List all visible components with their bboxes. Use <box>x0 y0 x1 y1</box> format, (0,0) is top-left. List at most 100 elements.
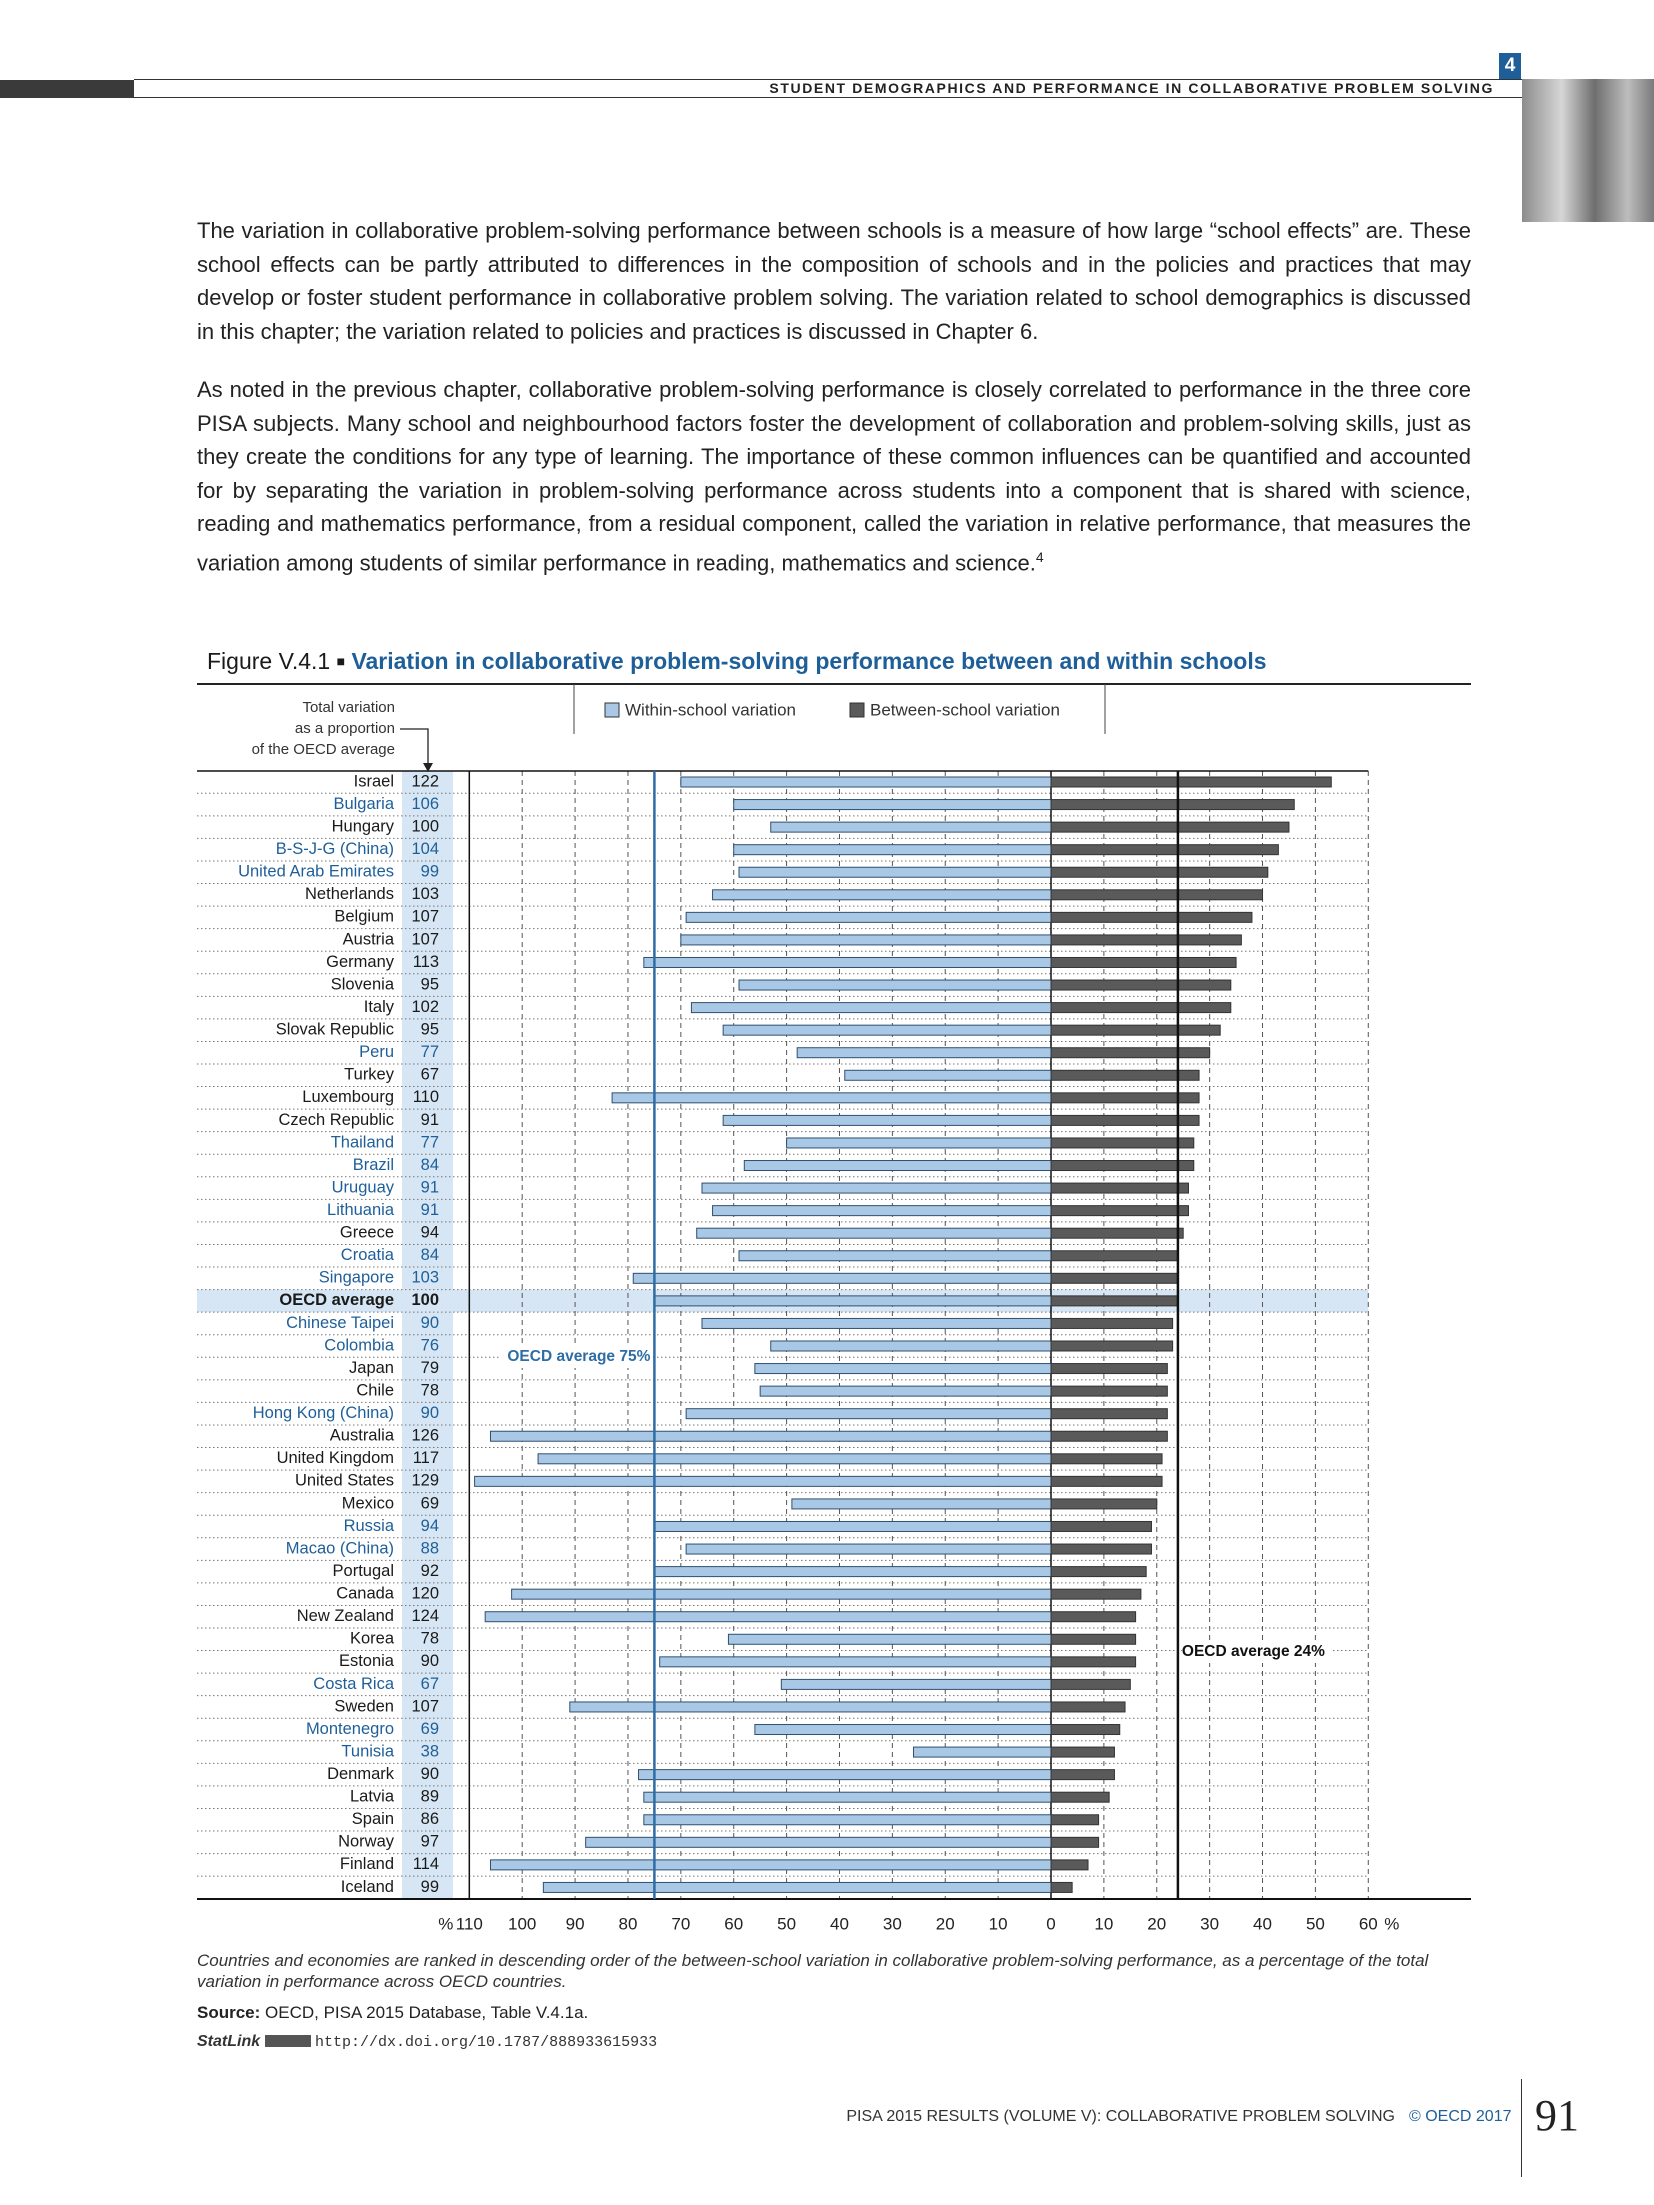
source-text: OECD, PISA 2015 Database, Table V.4.1a. <box>265 2003 589 2022</box>
category-label: Peru <box>359 1043 394 1061</box>
total-value: 90 <box>421 1314 439 1332</box>
category-label: Korea <box>350 1630 395 1648</box>
bar <box>1050 911 1253 923</box>
bar <box>1050 1881 1073 1893</box>
category-label: OECD average <box>279 1291 394 1309</box>
bar <box>1050 1024 1221 1036</box>
header-arrow <box>400 728 429 764</box>
total-value: 95 <box>421 1021 439 1039</box>
bar <box>1050 1633 1137 1645</box>
bar <box>632 1272 1052 1284</box>
bar <box>1050 1701 1126 1713</box>
total-value: 78 <box>421 1381 439 1399</box>
category-label: Russia <box>344 1517 395 1535</box>
bar <box>1050 1092 1200 1104</box>
bar <box>1050 1791 1110 1803</box>
total-value: 129 <box>411 1472 439 1490</box>
header-photo <box>1522 79 1654 222</box>
reference-label-bg <box>500 1346 651 1368</box>
category-label: Canada <box>336 1585 395 1603</box>
total-value: 86 <box>421 1810 439 1828</box>
category-label: Denmark <box>327 1765 395 1783</box>
bar <box>1050 1385 1168 1397</box>
bar <box>1050 1137 1195 1149</box>
category-label: Belgium <box>334 908 394 926</box>
x-tick-label: 90 <box>566 1914 585 1933</box>
bar <box>643 956 1052 968</box>
total-value: 91 <box>421 1178 439 1196</box>
category-label: Mexico <box>342 1494 394 1512</box>
bar <box>1050 1363 1168 1375</box>
total-value: 107 <box>411 930 439 948</box>
statlink-label: StatLink <box>197 2033 261 2050</box>
total-value: 79 <box>421 1359 439 1377</box>
total-value: 95 <box>421 975 439 993</box>
bar <box>712 889 1052 901</box>
figure-heading: Figure V.4.1 ■ Variation in collaborativ… <box>207 648 1267 675</box>
total-value: 99 <box>421 1878 439 1896</box>
x-tick-label: 40 <box>830 1914 849 1933</box>
bar <box>712 1205 1052 1217</box>
total-value: 113 <box>413 953 439 971</box>
total-value: 69 <box>421 1494 439 1512</box>
bar <box>786 1137 1052 1149</box>
bar <box>1050 1543 1152 1555</box>
total-value: 94 <box>421 1224 439 1242</box>
total-value: 94 <box>421 1517 439 1535</box>
category-label: Macao (China) <box>286 1539 394 1557</box>
total-value: 84 <box>421 1156 439 1174</box>
bar <box>1050 1250 1179 1262</box>
x-tick-label: 10 <box>989 1914 1008 1933</box>
bar <box>511 1588 1052 1600</box>
category-label: Singapore <box>319 1269 394 1287</box>
total-value: 90 <box>421 1404 439 1422</box>
bar <box>489 1859 1052 1871</box>
bar <box>1050 1475 1163 1487</box>
total-value: 126 <box>411 1427 439 1445</box>
legend-label: Within-school variation <box>625 700 796 719</box>
statlink: StatLink http://dx.doi.org/10.1787/88893… <box>197 2033 657 2051</box>
bar <box>738 979 1052 991</box>
bar <box>733 799 1052 811</box>
category-label: Chile <box>356 1381 394 1399</box>
bar <box>1050 1769 1115 1781</box>
bar <box>569 1701 1052 1713</box>
total-value: 122 <box>411 772 439 790</box>
total-value: 90 <box>421 1765 439 1783</box>
x-tick-label: 50 <box>1306 1914 1325 1933</box>
category-label: Iceland <box>341 1878 394 1896</box>
total-value: 124 <box>411 1607 439 1625</box>
category-label: Sweden <box>334 1697 394 1715</box>
bar <box>1050 1340 1174 1352</box>
bar <box>680 776 1052 788</box>
x-tick-label: 70 <box>671 1914 690 1933</box>
source-label: Source: <box>197 2003 261 2022</box>
total-value: 100 <box>411 817 439 835</box>
total-header: of the OECD average <box>252 741 395 758</box>
category-label: Czech Republic <box>278 1111 394 1129</box>
bar <box>1050 821 1290 833</box>
header-rule <box>134 79 1522 80</box>
figure-title: Variation in collaborative problem-solvi… <box>351 648 1267 674</box>
bar <box>1050 934 1242 946</box>
bar <box>643 1814 1052 1826</box>
total-value: 102 <box>411 998 439 1016</box>
footer-rule <box>1521 2079 1522 2177</box>
category-label: Netherlands <box>305 885 394 903</box>
category-label: Japan <box>349 1359 394 1377</box>
x-tick-label: 20 <box>936 1914 955 1933</box>
category-label: Uruguay <box>332 1178 395 1196</box>
statlink-url[interactable]: http://dx.doi.org/10.1787/888933615933 <box>315 2034 658 2051</box>
x-unit: % <box>438 1914 453 1933</box>
category-label: Austria <box>343 930 395 948</box>
footnote-ref: 4 <box>1035 548 1044 565</box>
bar <box>1050 1588 1142 1600</box>
legend-swatch <box>849 702 865 718</box>
total-value: 77 <box>421 1043 439 1061</box>
bar <box>680 934 1052 946</box>
paragraph: As noted in the previous chapter, collab… <box>197 373 1471 579</box>
category-label: United Arab Emirates <box>238 863 394 881</box>
running-title: STUDENT DEMOGRAPHICS AND PERFORMANCE IN … <box>769 80 1494 96</box>
bar <box>653 1566 1052 1578</box>
bar <box>1050 1678 1131 1690</box>
